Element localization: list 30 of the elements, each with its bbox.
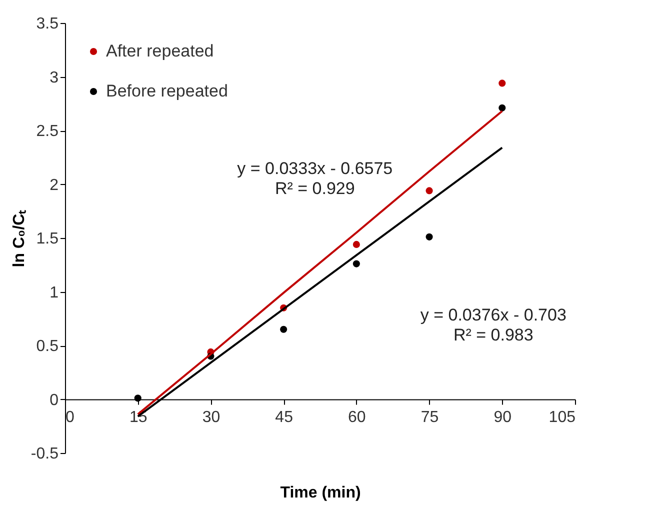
y-axis-title: ln C₀/Cₜ [10, 210, 28, 268]
legend-label: After repeated [106, 42, 214, 60]
x-tick-label: 105 [548, 408, 576, 426]
x-axis-title: Time (min) [280, 484, 361, 502]
y-tick-label: 3.5 [36, 16, 59, 32]
x-tick-label: 45 [275, 408, 294, 426]
annotation: y = 0.0333x - 0.6575 R² = 0.929 [237, 159, 393, 198]
y-tick-label: 1.5 [36, 230, 59, 248]
point [352, 260, 360, 268]
legend-label: Before repeated [106, 82, 228, 100]
y-tick-label: 1 [50, 284, 59, 302]
x-tick-label: 30 [202, 408, 220, 426]
y-tick-label: 0 [50, 392, 59, 409]
point [498, 80, 506, 87]
y-tick-label: 2.5 [36, 123, 59, 140]
point [426, 233, 433, 240]
x-tick-label: 90 [494, 408, 512, 426]
point [280, 326, 288, 333]
x-tick-label: 75 [420, 408, 439, 426]
point [352, 240, 360, 248]
annotation: y = 0.0376x - 0.703 R² = 0.983 [420, 305, 566, 344]
point [426, 187, 433, 194]
point [498, 104, 506, 112]
y-tick-label: -0.5 [30, 446, 59, 462]
x-tick-label: 60 [348, 408, 366, 426]
x-tick-label: 0 [66, 408, 74, 426]
y-tick-label: 0.5 [36, 338, 59, 355]
point [134, 394, 142, 402]
y-tick-label: 2 [50, 176, 59, 194]
y-tick-label: 3 [50, 69, 59, 86]
